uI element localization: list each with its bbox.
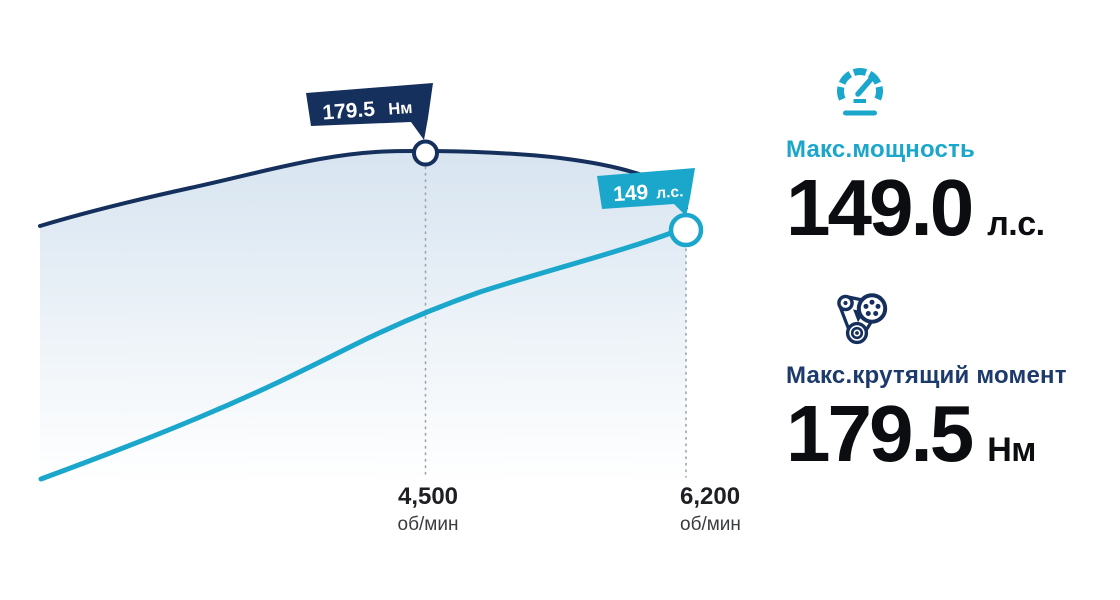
max-torque-spec: Макс.крутящий момент 179.5 Нм (786, 290, 1106, 478)
power-torque-chart: 179.5 Нм 149 л.с. (38, 83, 704, 482)
max-torque-label: Макс.крутящий момент (786, 362, 1067, 389)
max-power-value: 149.0 (786, 162, 974, 252)
engine-belt-icon (832, 290, 1106, 352)
x-tick-6200: 6,200 об/мин (680, 483, 741, 535)
speedometer-icon (832, 64, 1106, 126)
x-tick-6200-value: 6,200 (680, 483, 741, 510)
power-peak-marker (668, 212, 704, 248)
max-power-spec: Макс.мощность 149.0 л.с. (786, 64, 1106, 252)
power-callout-value: 149 (612, 181, 649, 206)
x-tick-4500: 4,500 об/мин (397, 483, 459, 535)
x-tick-4500-value: 4,500 (397, 483, 459, 510)
torque-callout-unit: Нм (388, 99, 413, 119)
max-torque-unit: Нм (987, 430, 1036, 469)
torque-callout-flag (306, 83, 433, 140)
max-torque-value-row: 179.5 Нм (786, 388, 1106, 478)
max-power-label: Макс.мощность (786, 136, 975, 163)
x-tick-4500-unit: об/мин (397, 514, 459, 535)
torque-peak-marker (412, 139, 439, 167)
power-callout-flag (597, 168, 695, 216)
power-callout: 149 л.с. (597, 168, 695, 216)
torque-area-fill (40, 150, 686, 480)
power-curve (38, 230, 674, 482)
torque-callout-value: 179.5 (322, 98, 376, 125)
max-power-value-row: 149.0 л.с. (786, 162, 1106, 252)
x-tick-6200-unit: об/мин (680, 514, 741, 535)
max-power-unit: л.с. (987, 204, 1045, 243)
power-callout-unit: л.с. (656, 183, 684, 202)
torque-callout: 179.5 Нм (306, 83, 433, 140)
max-torque-value: 179.5 (786, 388, 974, 478)
